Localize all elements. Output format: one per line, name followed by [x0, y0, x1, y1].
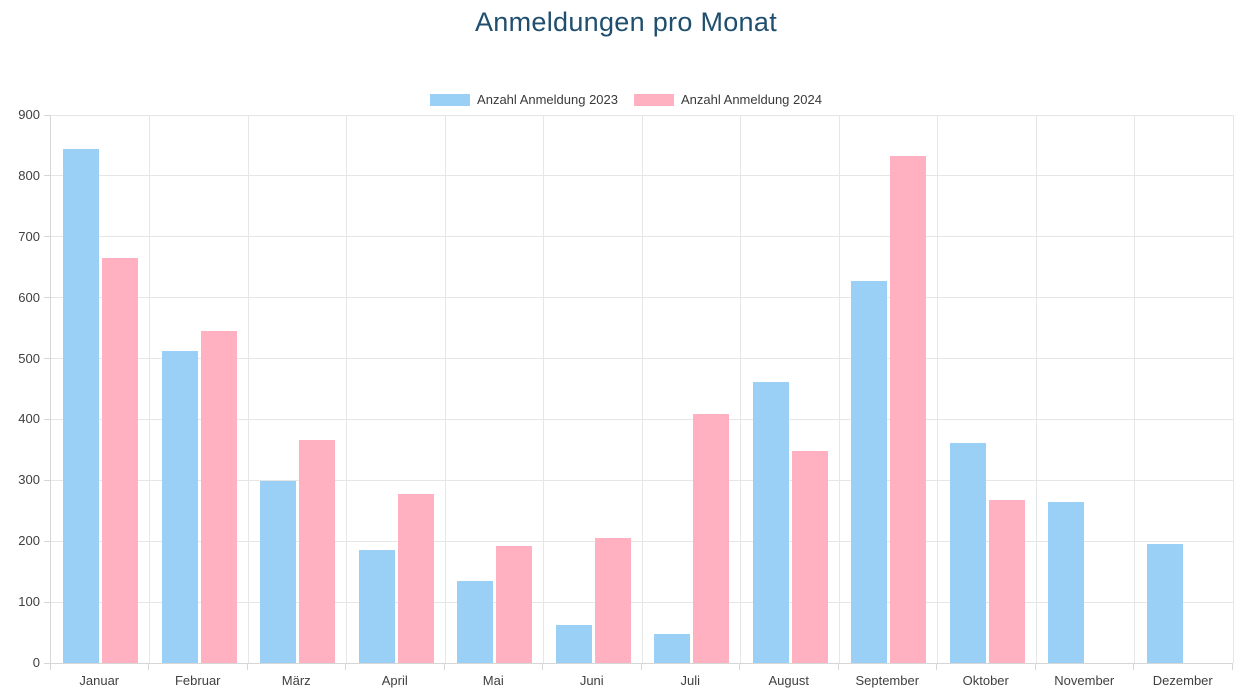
x-axis-label-oktober: Oktober [962, 673, 1009, 688]
bar-2024-marz [299, 440, 335, 663]
bar-2023-januar [63, 148, 99, 663]
x-axis-label-mai: Mai [482, 673, 504, 688]
legend: Anzahl Anmeldung 2023 Anzahl Anmeldung 2… [0, 92, 1252, 107]
y-tick-mark-700 [44, 236, 50, 238]
bar-2024-august [791, 451, 828, 663]
legend-swatch-2024 [634, 93, 674, 106]
x-tick-mark-8 [837, 664, 839, 670]
x-tick-mark-4 [443, 664, 445, 670]
x-tick-mark-2 [246, 664, 248, 670]
legend-label-2023: Anzahl Anmeldung 2023 [477, 92, 618, 107]
y-axis-tick-800: 800 [18, 167, 40, 183]
x-axis-label-marz: März [281, 673, 311, 688]
x-tick-mark-11 [1133, 664, 1134, 670]
bar-2023-mai [457, 580, 493, 663]
y-axis-tick-0: 0 [32, 655, 40, 670]
bar-2023-marz [260, 480, 296, 663]
y-tick-mark-300 [44, 479, 50, 481]
v-gridline-8 [838, 115, 840, 663]
y-axis-tick-100: 100 [18, 594, 40, 610]
bar-2024-mai [496, 546, 532, 663]
x-axis-label-september: September [855, 673, 920, 688]
y-axis-tick-900: 900 [18, 107, 40, 122]
bar-2023-oktober [949, 442, 986, 663]
v-gridline-2 [247, 115, 249, 663]
y-tick-mark-200 [44, 540, 50, 542]
y-tick-mark-0 [44, 662, 50, 664]
bar-2023-februar [161, 351, 198, 663]
v-gridline-12 [1232, 115, 1234, 663]
legend-swatch-2023 [430, 93, 471, 106]
y-tick-mark-900 [44, 114, 50, 116]
bar-2023-november [1048, 501, 1084, 663]
x-tick-mark-3 [345, 664, 346, 670]
plot-area [50, 114, 1234, 664]
bar-2024-februar [200, 330, 237, 663]
v-gridline-5 [543, 115, 544, 663]
y-axis-tick-600: 600 [18, 289, 40, 305]
x-axis-label-januar: Januar [79, 673, 120, 688]
bar-2024-januar [102, 258, 138, 663]
bar-2023-august [752, 381, 789, 663]
y-tick-mark-100 [44, 601, 50, 603]
x-tick-mark-1 [148, 664, 149, 670]
bar-2023-juni [555, 624, 592, 663]
legend-item-2023[interactable]: Anzahl Anmeldung 2023 [430, 92, 618, 107]
y-tick-mark-600 [44, 297, 50, 299]
v-gridline-11 [1134, 115, 1135, 663]
v-gridline-1 [149, 115, 150, 663]
x-tick-mark-7 [739, 664, 740, 670]
x-axis-label-juni: Juni [579, 673, 604, 688]
bar-2023-september [851, 281, 887, 663]
bar-2023-juli [654, 633, 690, 663]
bar-2024-september [890, 156, 926, 663]
bar-2023-dezember [1146, 544, 1183, 663]
y-tick-mark-500 [44, 358, 50, 360]
x-axis-label-august: August [768, 673, 809, 688]
y-tick-mark-800 [44, 175, 50, 177]
chart-title: Anmeldungen pro Monat [475, 7, 777, 37]
y-axis-tick-400: 400 [18, 411, 40, 427]
bar-2023-april [358, 550, 395, 663]
x-tick-mark-0 [49, 664, 51, 670]
v-gridline-3 [346, 115, 347, 663]
v-gridline-9 [937, 115, 938, 663]
bar-2024-april [397, 493, 434, 663]
x-tick-mark-6 [640, 664, 642, 670]
v-gridline-10 [1035, 115, 1037, 663]
x-axis-label-dezember: Dezember [1152, 673, 1213, 688]
x-tick-mark-10 [1034, 664, 1036, 670]
v-gridline-4 [444, 115, 446, 663]
x-tick-mark-5 [542, 664, 543, 670]
y-axis-tick-500: 500 [18, 350, 40, 366]
x-axis-label-november: November [1054, 673, 1115, 688]
x-axis-label-april: April [381, 673, 408, 688]
x-tick-mark-12 [1231, 664, 1233, 670]
bar-2024-juni [594, 538, 631, 663]
bar-2024-oktober [988, 500, 1025, 663]
legend-label-2024: Anzahl Anmeldung 2024 [681, 92, 822, 107]
v-gridline-7 [740, 115, 741, 663]
y-axis-tick-700: 700 [18, 228, 40, 244]
x-axis-label-februar: Februar [174, 673, 221, 688]
y-axis-tick-300: 300 [18, 472, 40, 488]
x-tick-mark-9 [936, 664, 937, 670]
bar-2024-juli [693, 413, 729, 663]
x-axis-label-juli: Juli [680, 673, 700, 688]
y-axis-tick-200: 200 [18, 533, 40, 549]
legend-item-2024[interactable]: Anzahl Anmeldung 2024 [634, 92, 822, 107]
y-tick-mark-400 [44, 418, 50, 420]
v-gridline-6 [641, 115, 643, 663]
